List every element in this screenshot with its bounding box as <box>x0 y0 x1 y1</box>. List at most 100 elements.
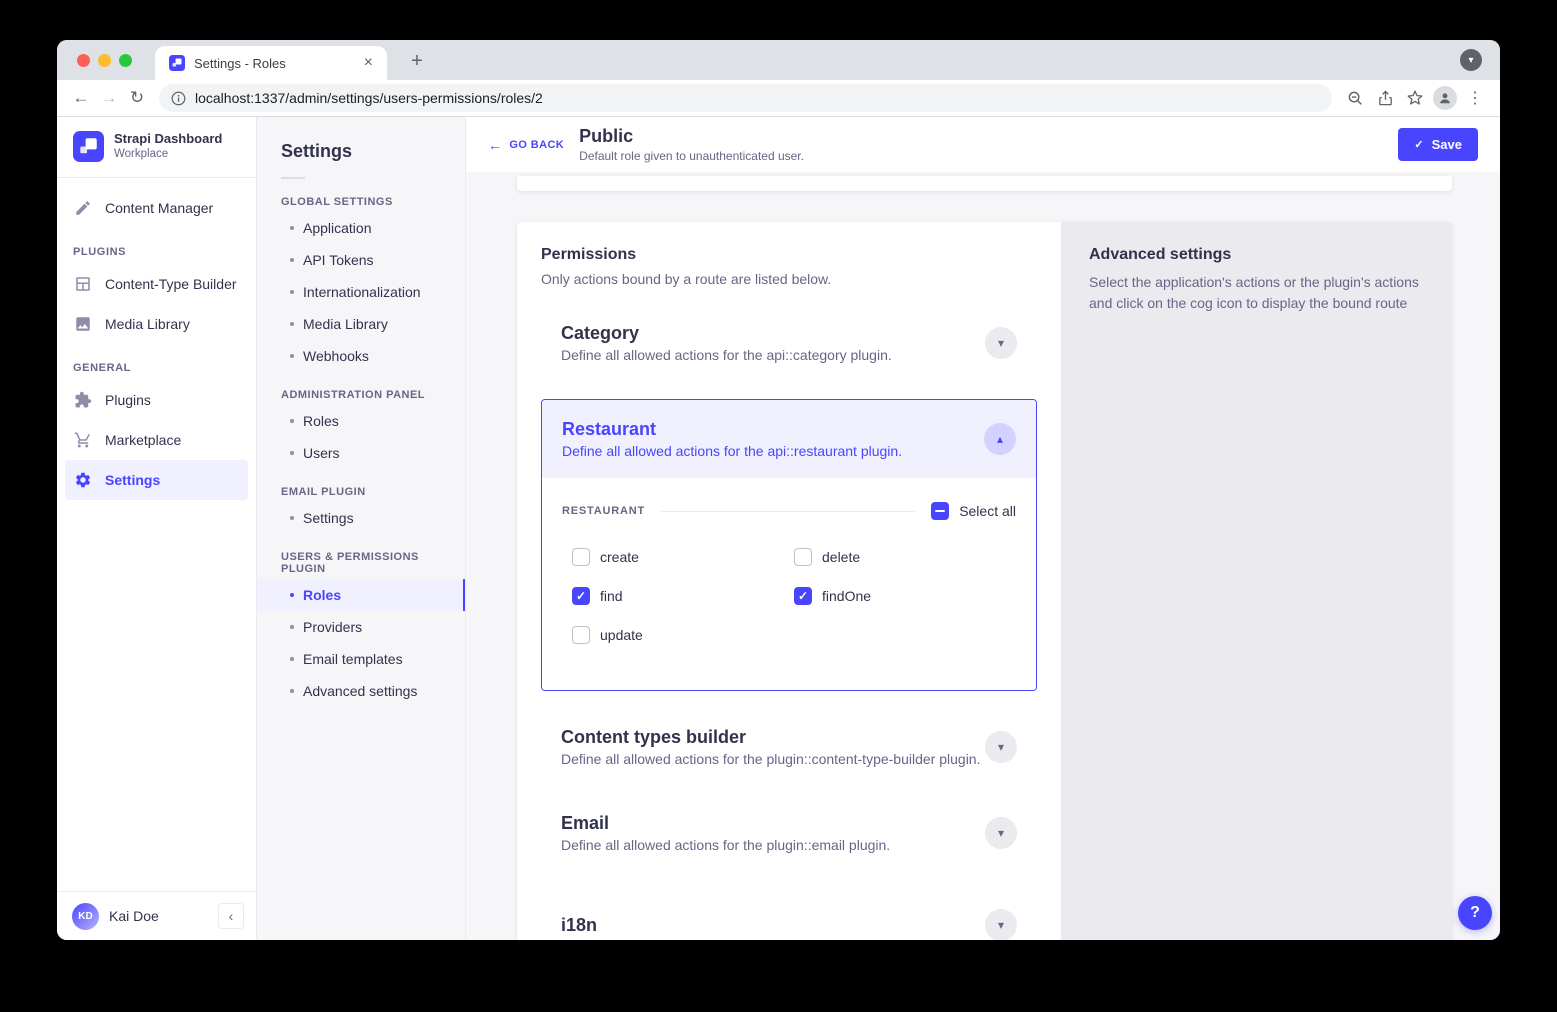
check-icon: ✓ <box>1414 139 1424 151</box>
minimize-window-button[interactable] <box>98 54 111 67</box>
subnav-item-api-tokens[interactable]: API Tokens <box>257 244 465 276</box>
accordion-category[interactable]: Category Define all allowed actions for … <box>541 313 1037 373</box>
forward-icon[interactable]: → <box>100 88 118 107</box>
site-info-icon[interactable] <box>171 91 186 106</box>
user-avatar[interactable]: KD <box>72 902 99 930</box>
chevron-down-icon[interactable]: ▾ <box>985 327 1017 359</box>
accordion-title: Email <box>561 813 610 833</box>
bookmark-star-icon[interactable] <box>1400 84 1430 112</box>
chevron-down-icon[interactable]: ▾ <box>985 909 1017 940</box>
accordion-content-types-builder[interactable]: Content types builder Define all allowed… <box>541 717 1037 777</box>
image-icon <box>73 314 93 334</box>
action-findone[interactable]: findOne <box>794 587 1016 605</box>
go-back-label: GO BACK <box>509 138 565 151</box>
subnav-title: Settings <box>281 141 353 161</box>
action-update[interactable]: update <box>572 626 794 644</box>
subnav-item-label: Media Library <box>303 316 388 332</box>
subnav-item-label: Internationalization <box>303 284 421 300</box>
subnav-item-internationalization[interactable]: Internationalization <box>257 276 465 308</box>
chevron-down-icon[interactable]: ▾ <box>985 817 1017 849</box>
sidebar-item-content-manager[interactable]: Content Manager <box>65 188 248 228</box>
group-label: RESTAURANT <box>562 505 645 517</box>
subnav-item-label: Advanced settings <box>303 683 418 699</box>
browser-update-icon[interactable]: ▾ <box>1460 49 1482 71</box>
zoom-page-icon[interactable] <box>1340 84 1370 112</box>
subnav-item-label: Providers <box>303 619 363 635</box>
sidebar-item-plugins[interactable]: Plugins <box>65 380 248 420</box>
subnav-section-users-permissions-plugin: USERS & PERMISSIONS PLUGIN <box>281 551 419 575</box>
action-find[interactable]: find <box>572 587 794 605</box>
divider <box>660 510 916 512</box>
subnav-item-email-settings[interactable]: Settings <box>257 502 465 534</box>
workspace-brand[interactable]: Strapi Dashboard Workplace <box>57 117 256 177</box>
workspace-title: Strapi Dashboard <box>114 131 223 146</box>
subnav-item-admin-roles[interactable]: Roles <box>257 405 465 437</box>
back-icon[interactable]: ← <box>72 88 90 107</box>
arrow-left-icon: ← <box>488 136 503 153</box>
accordion-description: Define all allowed actions for the plugi… <box>561 751 981 767</box>
sidebar-section-plugins: PLUGINS <box>73 246 127 259</box>
advanced-settings-description: Select the application's actions or the … <box>1089 274 1419 311</box>
checkbox[interactable] <box>572 548 590 566</box>
user-name: Kai Doe <box>109 908 159 924</box>
advanced-settings-title: Advanced settings <box>1089 246 1232 263</box>
subnav-item-admin-users[interactable]: Users <box>257 437 465 469</box>
permissions-title: Permissions <box>541 246 637 263</box>
accordion-restaurant-header[interactable]: Restaurant Define all allowed actions fo… <box>542 400 1036 478</box>
browser-menu-icon[interactable]: ⋮ <box>1467 90 1483 107</box>
profile-avatar-icon[interactable] <box>1430 84 1460 112</box>
role-subtitle: Default role given to unauthenticated us… <box>579 149 804 164</box>
traffic-lights <box>77 54 132 67</box>
accordion-email[interactable]: Email Define all allowed actions for the… <box>541 803 1037 863</box>
browser-tab[interactable]: Settings - Roles × <box>155 46 387 80</box>
subnav-item-webhooks[interactable]: Webhooks <box>257 340 465 372</box>
close-tab-icon[interactable]: × <box>363 54 373 71</box>
action-create[interactable]: create <box>572 548 794 566</box>
select-all-checkbox[interactable] <box>931 502 950 520</box>
new-tab-button[interactable]: + <box>411 49 423 72</box>
chevron-down-icon[interactable]: ▾ <box>985 731 1017 763</box>
role-body: Permissions Only actions bound by a rout… <box>466 172 1500 940</box>
strapi-app: Strapi Dashboard Workplace Content Manag… <box>57 117 1500 940</box>
accordion-i18n[interactable]: i18n ▾ <box>541 899 1037 940</box>
role-details-card-edge <box>517 176 1452 191</box>
checkbox[interactable] <box>572 587 590 605</box>
checkbox[interactable] <box>572 626 590 644</box>
reload-icon[interactable]: ↻ <box>129 88 145 107</box>
gear-icon <box>73 470 93 490</box>
subnav-item-email-templates[interactable]: Email templates <box>257 643 465 675</box>
action-label: find <box>600 588 623 604</box>
sidebar-item-content-type-builder[interactable]: Content-Type Builder <box>65 264 248 304</box>
collapse-sidebar-button[interactable]: ‹ <box>218 903 244 929</box>
zoom-window-button[interactable] <box>119 54 132 67</box>
share-icon[interactable] <box>1370 84 1400 112</box>
tab-strip: Settings - Roles × + ▾ <box>57 40 1500 80</box>
accordion-title: Content types builder <box>561 727 747 747</box>
permissions-card: Permissions Only actions bound by a rout… <box>517 222 1452 940</box>
subnav-item-providers[interactable]: Providers <box>257 611 465 643</box>
chevron-up-icon[interactable]: ▴ <box>984 423 1016 455</box>
subnav-item-up-roles[interactable]: Roles <box>257 579 465 611</box>
url-bar[interactable]: localhost:1337/admin/settings/users-perm… <box>159 84 1332 112</box>
sidebar-item-label: Content Manager <box>105 200 214 217</box>
subnav-item-application[interactable]: Application <box>257 212 465 244</box>
subnav-item-media-library[interactable]: Media Library <box>257 308 465 340</box>
sidebar-item-marketplace[interactable]: Marketplace <box>65 420 248 460</box>
subnav-item-label: Email templates <box>303 651 403 667</box>
action-delete[interactable]: delete <box>794 548 1016 566</box>
checkbox[interactable] <box>794 587 812 605</box>
subnav-item-advanced-settings[interactable]: Advanced settings <box>257 675 465 707</box>
close-window-button[interactable] <box>77 54 90 67</box>
sidebar-item-media-library[interactable]: Media Library <box>65 304 248 344</box>
go-back-link[interactable]: ← GO BACK <box>488 137 564 153</box>
help-button[interactable]: ? <box>1458 896 1492 930</box>
save-button[interactable]: ✓ Save <box>1398 128 1478 161</box>
accordion-restaurant-body: RESTAURANT Select all <box>542 478 1036 690</box>
subnav-item-label: Roles <box>303 587 342 603</box>
accordion-title: Category <box>561 323 640 343</box>
sidebar-item-settings[interactable]: Settings <box>65 460 248 501</box>
accordion-description: Define all allowed actions for the plugi… <box>561 837 891 853</box>
accordion-title: Restaurant <box>562 419 657 439</box>
checkbox[interactable] <box>794 548 812 566</box>
select-all-control[interactable]: Select all <box>931 502 1016 520</box>
